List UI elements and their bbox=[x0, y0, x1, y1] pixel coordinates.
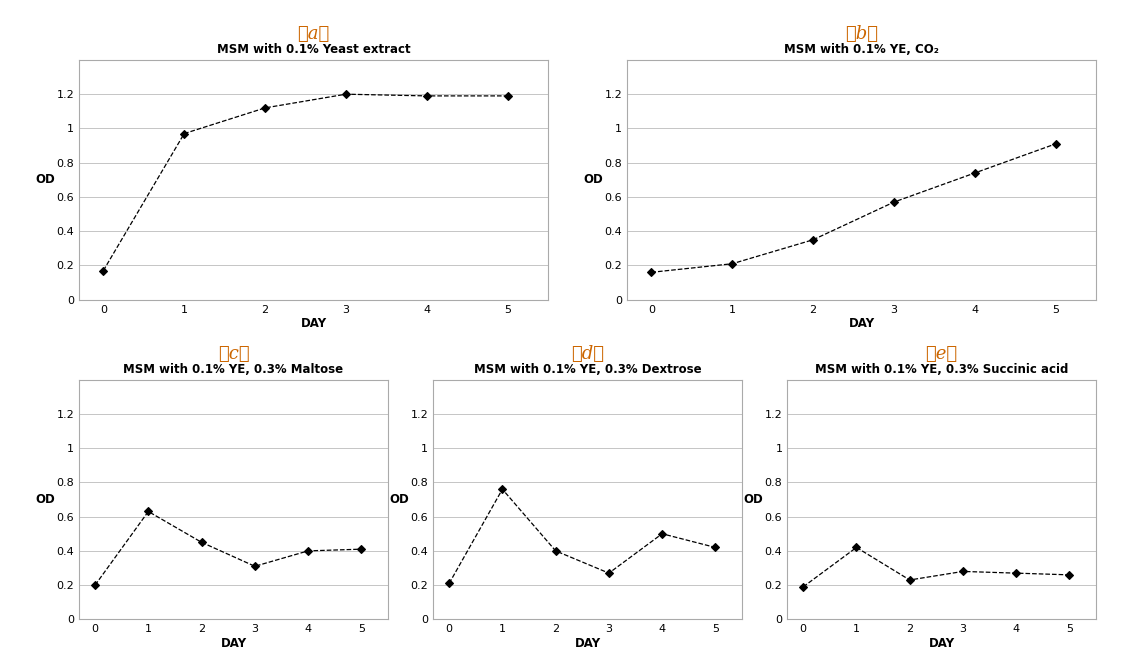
Y-axis label: OD: OD bbox=[390, 493, 409, 506]
Title: MSM with 0.1% YE, 0.3% Succinic acid: MSM with 0.1% YE, 0.3% Succinic acid bbox=[815, 363, 1068, 376]
X-axis label: DAY: DAY bbox=[574, 637, 601, 650]
Text: （d）: （d） bbox=[571, 345, 605, 363]
Y-axis label: OD: OD bbox=[583, 173, 603, 186]
Title: MSM with 0.1% YE, 0.3% Dextrose: MSM with 0.1% YE, 0.3% Dextrose bbox=[473, 363, 702, 376]
Title: MSM with 0.1% Yeast extract: MSM with 0.1% Yeast extract bbox=[217, 43, 410, 56]
Text: （c）: （c） bbox=[218, 345, 250, 363]
Text: （a）: （a） bbox=[297, 25, 330, 43]
X-axis label: DAY: DAY bbox=[220, 637, 246, 650]
X-axis label: DAY: DAY bbox=[301, 317, 327, 330]
X-axis label: DAY: DAY bbox=[849, 317, 875, 330]
X-axis label: DAY: DAY bbox=[929, 637, 955, 650]
Title: MSM with 0.1% YE, 0.3% Maltose: MSM with 0.1% YE, 0.3% Maltose bbox=[123, 363, 344, 376]
Text: （b）: （b） bbox=[845, 25, 878, 43]
Title: MSM with 0.1% YE, CO₂: MSM with 0.1% YE, CO₂ bbox=[784, 43, 939, 56]
Text: （e）: （e） bbox=[925, 345, 958, 363]
Y-axis label: OD: OD bbox=[744, 493, 763, 506]
Y-axis label: OD: OD bbox=[35, 173, 55, 186]
Y-axis label: OD: OD bbox=[35, 493, 55, 506]
